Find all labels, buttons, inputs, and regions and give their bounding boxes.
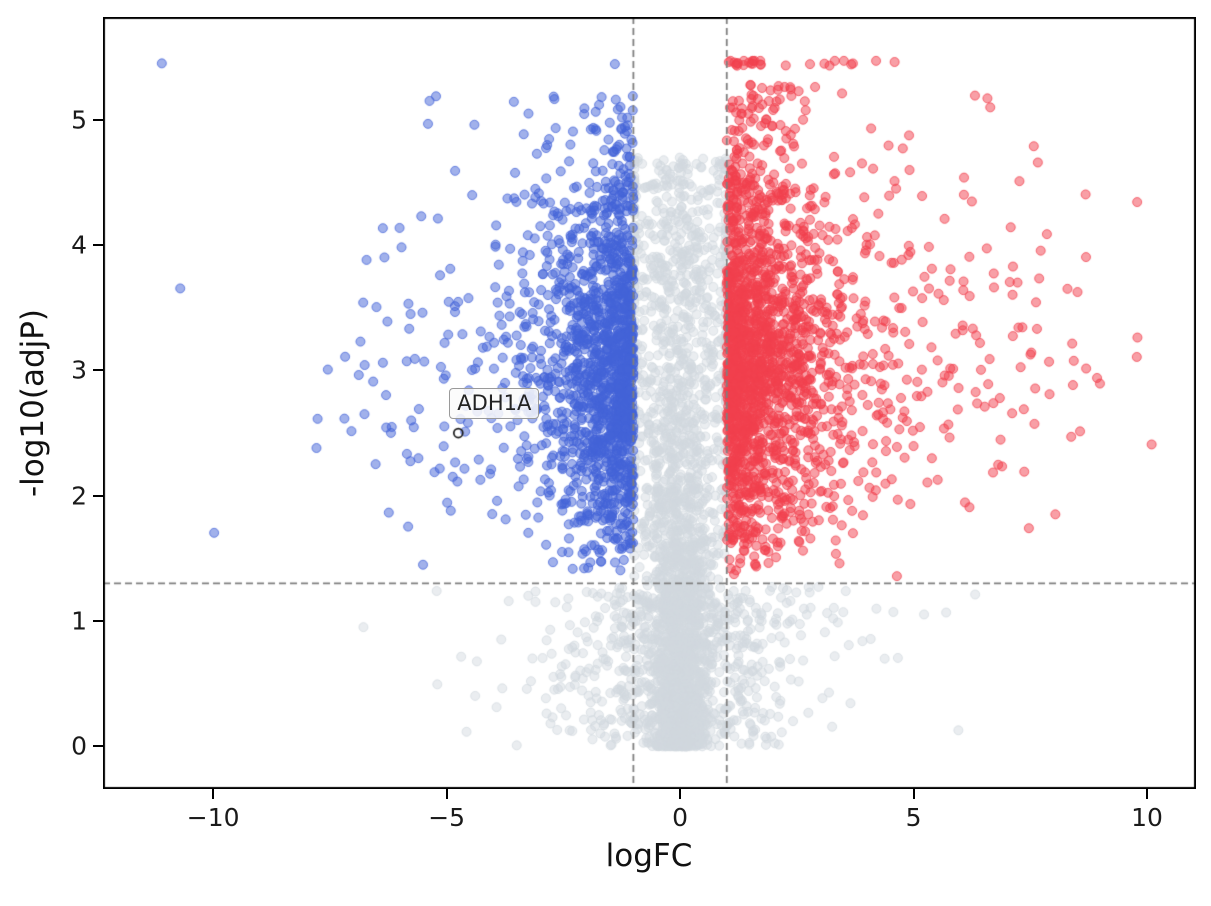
x-tick-label: −10: [186, 803, 240, 832]
x-tick-label: −5: [428, 803, 466, 832]
y-tick-label: 5: [71, 105, 87, 135]
x-tick-mark: [212, 789, 215, 799]
y-tick-label: 0: [71, 731, 87, 761]
x-tick-label: 10: [1131, 803, 1163, 832]
y-tick-label: 3: [71, 355, 87, 385]
x-tick-mark: [1145, 789, 1148, 799]
x-tick-label: 5: [905, 803, 922, 832]
plot-area: [103, 17, 1196, 789]
scatter-canvas: [103, 17, 1196, 789]
x-axis-title: logFC: [605, 838, 693, 874]
y-tick-mark: [93, 118, 103, 121]
y-tick-mark: [93, 494, 103, 497]
gene-annotation-label: ADH1A: [449, 388, 540, 420]
x-tick-mark: [912, 789, 915, 799]
y-tick-label: 4: [71, 230, 87, 260]
x-tick-mark: [445, 789, 448, 799]
y-tick-label: 2: [71, 481, 87, 511]
y-tick-mark: [93, 620, 103, 623]
y-tick-mark: [93, 369, 103, 372]
x-tick-label: 0: [672, 803, 689, 832]
y-tick-label: 1: [71, 606, 87, 636]
x-tick-mark: [679, 789, 682, 799]
y-axis-title: -log10(adjP): [15, 308, 51, 498]
y-tick-mark: [93, 244, 103, 247]
y-tick-mark: [93, 745, 103, 748]
